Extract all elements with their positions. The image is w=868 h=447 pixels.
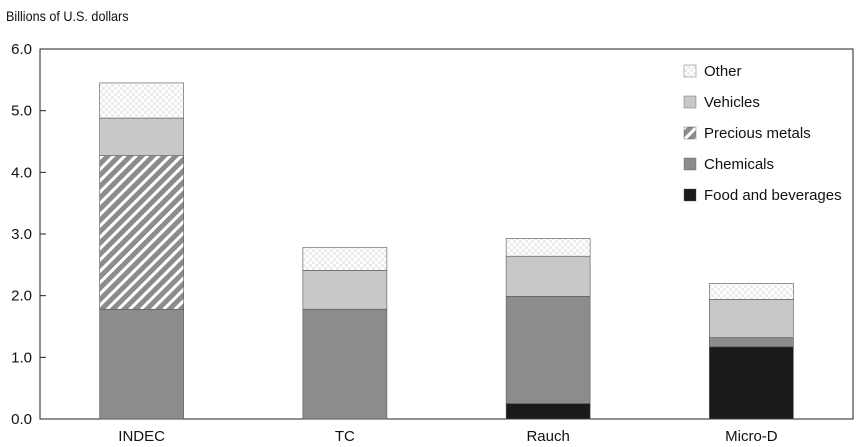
- bar-segment-chemicals: [302, 308, 388, 420]
- y-axis-label: Billions of U.S. dollars: [6, 8, 129, 24]
- x-tick-label: Micro-D: [725, 428, 778, 445]
- legend-swatch: [683, 126, 697, 140]
- legend-label: Chemicals: [704, 156, 774, 173]
- y-tick-label: 5.0: [11, 103, 32, 120]
- bar-segment-chemicals: [99, 308, 184, 420]
- bar-segment-food-and-beverages: [709, 346, 794, 420]
- y-tick-label: 0.0: [11, 411, 32, 428]
- bar-segment-chemicals: [709, 337, 794, 348]
- bar-segment-other: [505, 238, 591, 257]
- y-tick-label: 6.0: [11, 41, 32, 58]
- legend-label: Other: [704, 63, 742, 80]
- bar-segment-other: [99, 82, 184, 119]
- bar-segment-chemicals: [505, 295, 591, 404]
- x-tick-label: Rauch: [526, 428, 569, 445]
- bar-segment-vehicles: [302, 270, 388, 310]
- x-tick-label: TC: [335, 428, 355, 445]
- bar-segment-vehicles: [99, 117, 184, 156]
- bar-segment-other: [302, 247, 388, 271]
- legend-swatch: [683, 95, 697, 109]
- y-tick-label: 3.0: [11, 226, 32, 243]
- bar-segment-precious-metals: [99, 155, 184, 310]
- y-tick-label: 1.0: [11, 349, 32, 366]
- bar-segment-vehicles: [709, 299, 794, 338]
- legend-label: Food and beverages: [704, 187, 842, 204]
- bar-segment-other: [709, 283, 794, 300]
- legend-swatch: [683, 157, 697, 171]
- y-tick-label: 2.0: [11, 288, 32, 305]
- y-tick-label: 4.0: [11, 164, 32, 181]
- bar-segment-vehicles: [505, 255, 591, 297]
- legend-label: Vehicles: [704, 94, 760, 111]
- legend-swatch: [683, 64, 697, 78]
- legend-label: Precious metals: [704, 125, 811, 142]
- bar-segment-food-and-beverages: [505, 403, 591, 420]
- legend-swatch: [683, 188, 697, 202]
- x-tick-label: INDEC: [118, 428, 165, 445]
